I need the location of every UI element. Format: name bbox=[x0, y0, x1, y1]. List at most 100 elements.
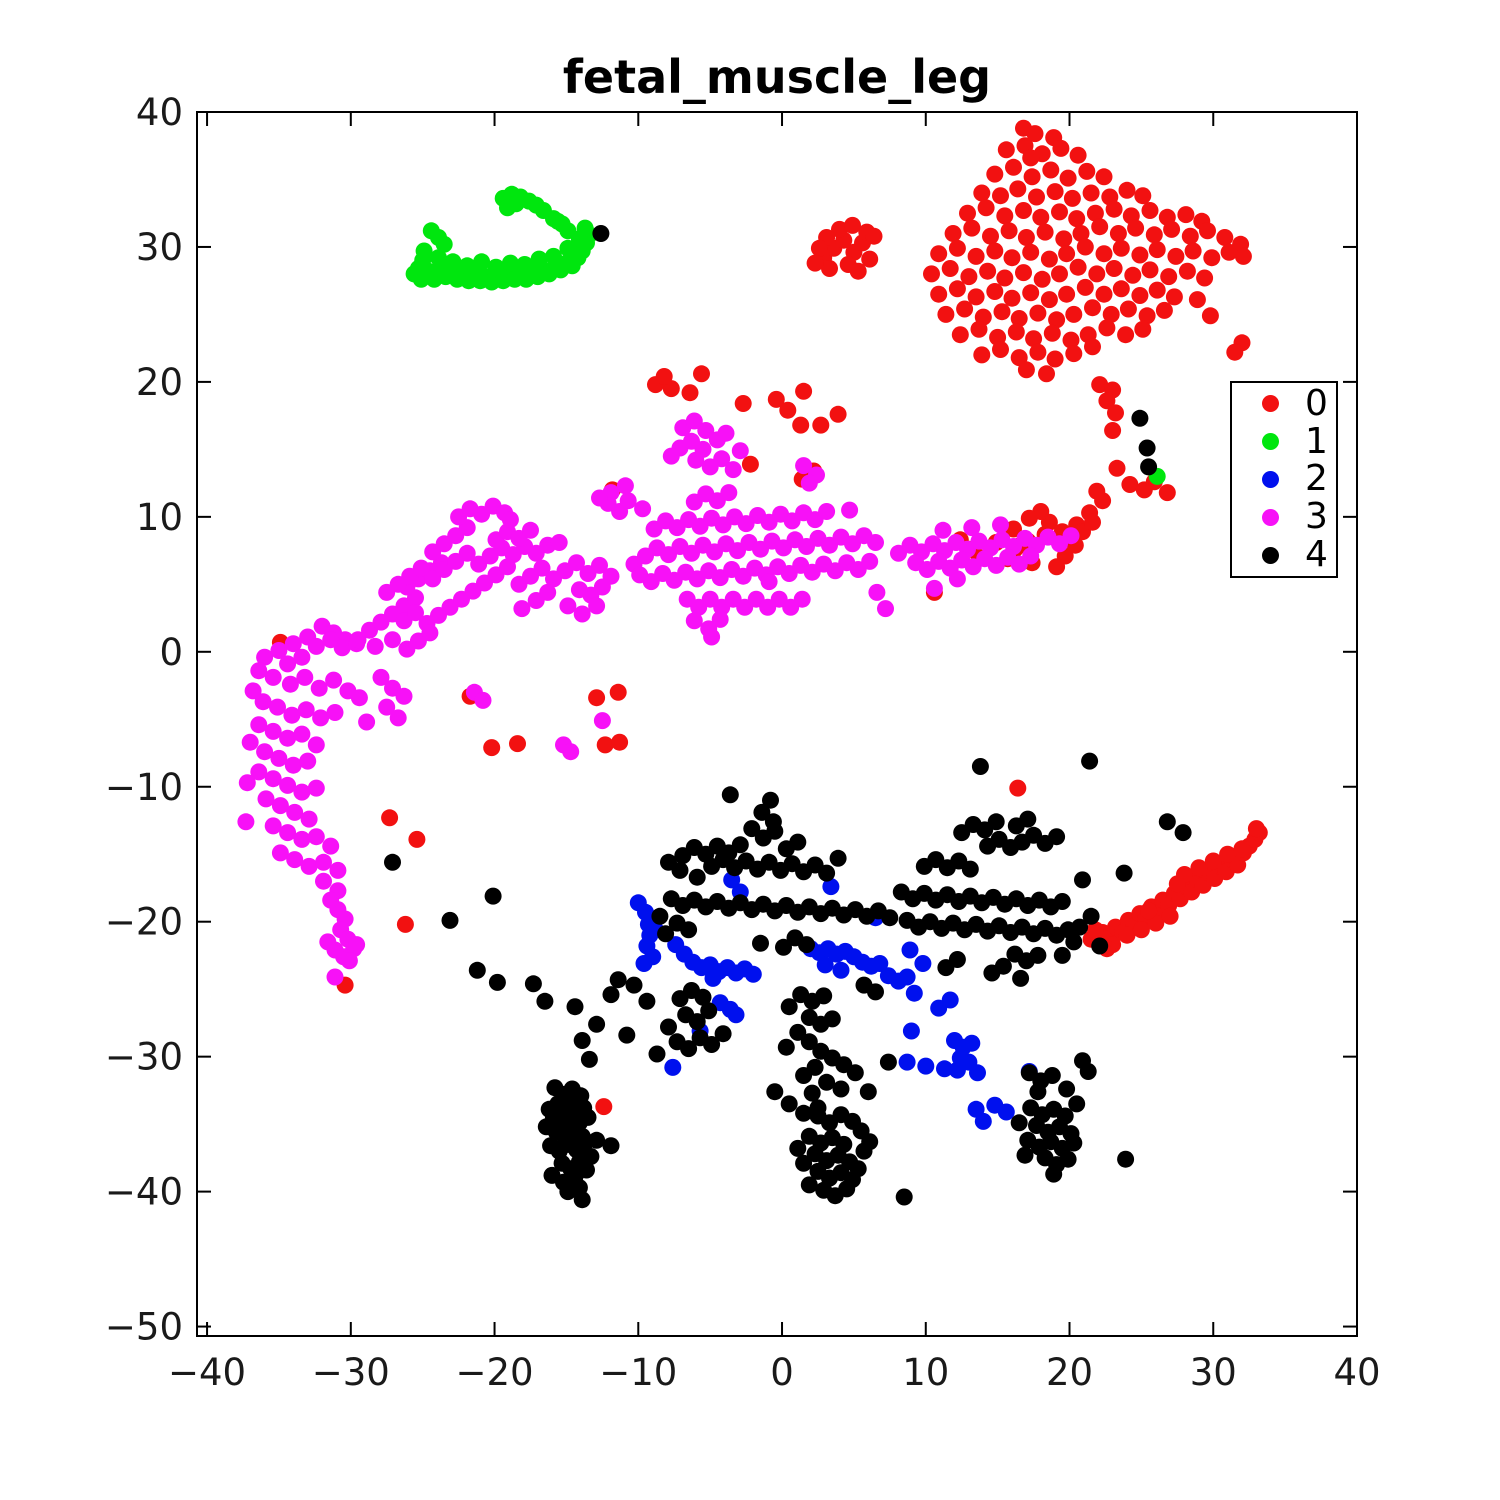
point bbox=[499, 558, 516, 576]
point bbox=[721, 786, 739, 804]
point bbox=[366, 637, 384, 655]
point bbox=[838, 1180, 856, 1198]
legend-label: 3 bbox=[1305, 496, 1328, 538]
point bbox=[1045, 1165, 1063, 1183]
point bbox=[522, 521, 539, 539]
point bbox=[846, 1064, 864, 1082]
point bbox=[281, 675, 299, 693]
point bbox=[956, 300, 974, 318]
point bbox=[898, 1053, 916, 1071]
point bbox=[458, 257, 476, 275]
point bbox=[1005, 158, 1022, 176]
point bbox=[333, 639, 351, 657]
point bbox=[1188, 291, 1206, 309]
point bbox=[798, 936, 815, 954]
point bbox=[1025, 330, 1043, 348]
point bbox=[662, 447, 680, 465]
point bbox=[685, 612, 703, 630]
point bbox=[1012, 969, 1030, 987]
point bbox=[777, 1038, 795, 1056]
point bbox=[279, 655, 297, 673]
y-tick-label: 40 bbox=[136, 91, 183, 134]
legend-item-4: 4 bbox=[1232, 537, 1336, 573]
point bbox=[533, 559, 551, 577]
point bbox=[902, 1022, 920, 1040]
point bbox=[1117, 326, 1135, 344]
chart-title: fetal_muscle_leg bbox=[562, 50, 992, 104]
point bbox=[484, 887, 502, 905]
point bbox=[264, 722, 282, 740]
point bbox=[1015, 264, 1032, 282]
point bbox=[1000, 222, 1018, 240]
point bbox=[959, 204, 976, 222]
point bbox=[1112, 239, 1130, 257]
point bbox=[487, 258, 505, 276]
point bbox=[961, 860, 979, 878]
point bbox=[1086, 921, 1104, 939]
point bbox=[963, 519, 981, 537]
point bbox=[1043, 1067, 1061, 1084]
point bbox=[1203, 249, 1221, 267]
point bbox=[1020, 509, 1038, 527]
y-tick-label: 0 bbox=[159, 631, 183, 674]
point bbox=[1134, 320, 1152, 338]
point bbox=[407, 604, 424, 622]
point bbox=[941, 260, 959, 277]
point bbox=[1102, 305, 1120, 323]
point bbox=[818, 1073, 836, 1091]
point bbox=[1033, 270, 1051, 288]
point bbox=[286, 803, 304, 821]
point bbox=[865, 227, 883, 245]
point bbox=[372, 668, 390, 686]
point bbox=[1029, 343, 1047, 361]
point bbox=[588, 689, 606, 707]
point bbox=[550, 534, 568, 551]
point bbox=[322, 837, 340, 855]
point bbox=[881, 909, 899, 927]
x-tick-label: 40 bbox=[1333, 1351, 1380, 1394]
point bbox=[795, 1104, 813, 1122]
point bbox=[727, 1006, 745, 1024]
point bbox=[948, 1061, 966, 1079]
point bbox=[800, 474, 818, 492]
point bbox=[789, 1139, 807, 1157]
point bbox=[967, 247, 985, 265]
x-tick-label: −10 bbox=[599, 1351, 677, 1394]
point bbox=[704, 969, 722, 987]
point bbox=[588, 597, 606, 615]
legend-marker-icon bbox=[1262, 508, 1279, 526]
point bbox=[687, 451, 705, 469]
point bbox=[1082, 184, 1100, 202]
point bbox=[688, 868, 706, 886]
point bbox=[792, 416, 810, 434]
point bbox=[591, 556, 608, 574]
point bbox=[1065, 1134, 1083, 1152]
point bbox=[948, 570, 966, 588]
point bbox=[326, 968, 344, 986]
point bbox=[1140, 458, 1158, 476]
point bbox=[1184, 242, 1202, 260]
point bbox=[713, 450, 731, 468]
point bbox=[1048, 828, 1066, 846]
x-tick-label: 10 bbox=[902, 1351, 949, 1394]
point bbox=[948, 280, 966, 298]
point bbox=[877, 600, 894, 618]
point bbox=[408, 830, 426, 848]
y-tick-label: −10 bbox=[105, 766, 183, 809]
point bbox=[917, 1057, 935, 1075]
point bbox=[635, 955, 653, 972]
point bbox=[257, 790, 275, 808]
point bbox=[821, 260, 838, 277]
point bbox=[1017, 229, 1035, 246]
point bbox=[983, 964, 1001, 982]
point bbox=[818, 503, 836, 520]
point bbox=[795, 382, 813, 400]
point bbox=[350, 689, 368, 707]
point bbox=[1112, 280, 1130, 298]
point bbox=[1032, 208, 1050, 226]
point bbox=[545, 247, 562, 265]
point bbox=[250, 763, 268, 781]
point bbox=[349, 631, 367, 649]
point bbox=[674, 847, 692, 865]
point bbox=[1058, 245, 1076, 263]
